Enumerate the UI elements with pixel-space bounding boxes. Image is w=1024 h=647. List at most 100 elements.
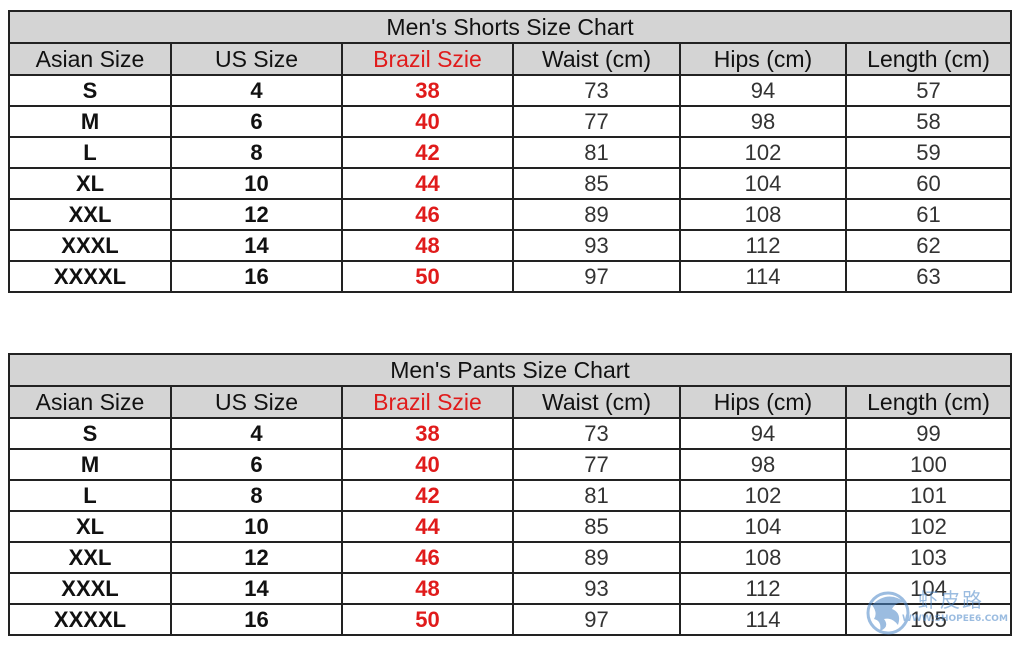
table-row: M 6 40 77 98 58	[8, 105, 1013, 138]
watermark: 虾皮路 WWW.SHOPEE6.COM	[862, 583, 1012, 639]
us-size-cell: 12	[170, 198, 343, 231]
length-cell: 59	[844, 136, 1013, 169]
header-hips: Hips (cm)	[679, 385, 847, 419]
table-row: XXXXL 16 50 97 114 63	[8, 260, 1013, 293]
brazil-size-cell: 46	[341, 541, 514, 574]
asian-size-cell: L	[8, 479, 172, 512]
length-cell: 102	[844, 510, 1013, 543]
waist-cell: 97	[512, 260, 681, 293]
shorts-size-chart: Men's Shorts Size Chart Asian Size US Si…	[7, 10, 1013, 293]
watermark-text: 虾皮路	[918, 588, 984, 612]
length-cell: 62	[844, 229, 1013, 262]
us-size-cell: 6	[170, 105, 343, 138]
us-size-cell: 10	[170, 167, 343, 200]
header-hips: Hips (cm)	[679, 42, 847, 76]
us-size-cell: 10	[170, 510, 343, 543]
brazil-size-cell: 50	[341, 603, 514, 636]
hips-cell: 108	[679, 541, 847, 574]
brazil-size-cell: 38	[341, 74, 514, 107]
pants-size-chart: Men's Pants Size Chart Asian Size US Siz…	[7, 353, 1013, 636]
waist-cell: 93	[512, 572, 681, 605]
hips-cell: 98	[679, 448, 847, 481]
header-waist: Waist (cm)	[512, 385, 681, 419]
brazil-size-cell: 44	[341, 167, 514, 200]
hips-cell: 102	[679, 479, 847, 512]
asian-size-cell: XXXXL	[8, 260, 172, 293]
waist-cell: 97	[512, 603, 681, 636]
pants-chart-title: Men's Pants Size Chart	[7, 353, 1013, 387]
asian-size-cell: L	[8, 136, 172, 169]
us-size-cell: 4	[170, 417, 343, 450]
header-asian-size: Asian Size	[8, 385, 172, 419]
length-cell: 63	[844, 260, 1013, 293]
waist-cell: 81	[512, 136, 681, 169]
us-size-cell: 8	[170, 479, 343, 512]
hips-cell: 94	[679, 74, 847, 107]
asian-size-cell: M	[8, 448, 172, 481]
table-row: XL 10 44 85 104 102	[8, 510, 1013, 543]
length-cell: 101	[844, 479, 1013, 512]
table-row: L 8 42 81 102 59	[8, 136, 1013, 169]
waist-cell: 89	[512, 541, 681, 574]
header-asian-size: Asian Size	[8, 42, 172, 76]
table-row: XXL 12 46 89 108 61	[8, 198, 1013, 231]
us-size-cell: 14	[170, 572, 343, 605]
table-row: XXXL 14 48 93 112 104	[8, 572, 1013, 605]
table-row: S 4 38 73 94 57	[8, 74, 1013, 107]
us-size-cell: 16	[170, 260, 343, 293]
table-row: XXXXL 16 50 97 114 105	[8, 603, 1013, 636]
dragon-logo-icon	[866, 591, 910, 635]
pants-header-row: Asian Size US Size Brazil Szie Waist (cm…	[8, 385, 1013, 419]
table-row: XXXL 14 48 93 112 62	[8, 229, 1013, 262]
waist-cell: 77	[512, 105, 681, 138]
brazil-size-cell: 42	[341, 479, 514, 512]
asian-size-cell: S	[8, 417, 172, 450]
hips-cell: 114	[679, 603, 847, 636]
hips-cell: 108	[679, 198, 847, 231]
table-row: XL 10 44 85 104 60	[8, 167, 1013, 200]
hips-cell: 104	[679, 510, 847, 543]
length-cell: 58	[844, 105, 1013, 138]
table-row: S 4 38 73 94 99	[8, 417, 1013, 450]
asian-size-cell: XL	[8, 167, 172, 200]
hips-cell: 102	[679, 136, 847, 169]
brazil-size-cell: 48	[341, 229, 514, 262]
length-cell: 61	[844, 198, 1013, 231]
brazil-size-cell: 38	[341, 417, 514, 450]
waist-cell: 81	[512, 479, 681, 512]
length-cell: 100	[844, 448, 1013, 481]
waist-cell: 85	[512, 167, 681, 200]
length-cell: 99	[844, 417, 1013, 450]
length-cell: 103	[844, 541, 1013, 574]
waist-cell: 93	[512, 229, 681, 262]
hips-cell: 112	[679, 572, 847, 605]
hips-cell: 98	[679, 105, 847, 138]
asian-size-cell: M	[8, 105, 172, 138]
asian-size-cell: XXL	[8, 541, 172, 574]
waist-cell: 89	[512, 198, 681, 231]
brazil-size-cell: 44	[341, 510, 514, 543]
length-cell: 104	[844, 572, 1013, 605]
header-us-size: US Size	[170, 42, 343, 76]
table-row: M 6 40 77 98 100	[8, 448, 1013, 481]
table-row: L 8 42 81 102 101	[8, 479, 1013, 512]
header-length: Length (cm)	[844, 42, 1013, 76]
header-brazil-size: Brazil Szie	[341, 42, 514, 76]
asian-size-cell: S	[8, 74, 172, 107]
header-brazil-size: Brazil Szie	[341, 385, 514, 419]
length-cell: 60	[844, 167, 1013, 200]
brazil-size-cell: 46	[341, 198, 514, 231]
us-size-cell: 8	[170, 136, 343, 169]
hips-cell: 104	[679, 167, 847, 200]
asian-size-cell: XXXXL	[8, 603, 172, 636]
shorts-header-row: Asian Size US Size Brazil Szie Waist (cm…	[8, 42, 1013, 76]
waist-cell: 77	[512, 448, 681, 481]
us-size-cell: 12	[170, 541, 343, 574]
brazil-size-cell: 48	[341, 572, 514, 605]
waist-cell: 73	[512, 74, 681, 107]
table-row: XXL 12 46 89 108 103	[8, 541, 1013, 574]
brazil-size-cell: 40	[341, 448, 514, 481]
shorts-chart-title: Men's Shorts Size Chart	[7, 10, 1013, 44]
header-us-size: US Size	[170, 385, 343, 419]
waist-cell: 73	[512, 417, 681, 450]
